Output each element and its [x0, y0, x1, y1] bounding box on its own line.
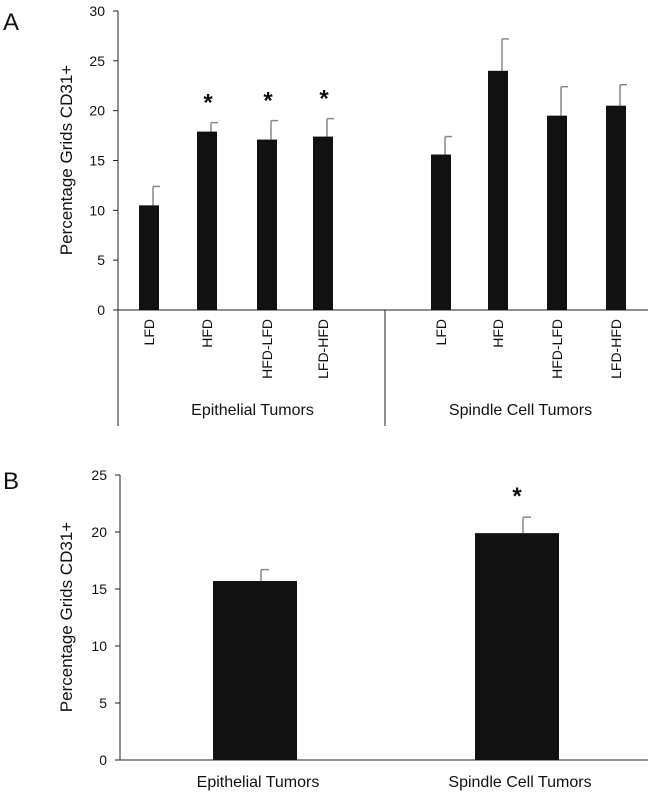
panel-b-y-tick-label: 10	[91, 638, 107, 654]
panel-a-category-label: HFD-LFD	[259, 319, 275, 379]
panel-a-y-axis-label: Percentage Grids CD31+	[57, 65, 76, 255]
panel-a-significance-marker: *	[319, 86, 329, 113]
panel-a-y-tick-label: 0	[97, 302, 105, 318]
panel-b-y-tick-label: 25	[91, 467, 107, 483]
panel-a-bar	[313, 136, 333, 310]
panel-a-group-label: Epithelial Tumors	[191, 402, 314, 419]
panel-a-bar	[257, 139, 277, 310]
panel-a-y-tick-label: 5	[97, 252, 105, 268]
panel-a-chart: A Percentage Grids CD31+ 0 5 10 15 20 25 30 LFD…	[3, 3, 648, 426]
panel-a-y-tick-label: 25	[89, 53, 105, 69]
panel-a-significance-marker: *	[203, 90, 213, 117]
panel-a-significance-marker: *	[263, 88, 273, 115]
panel-b-y-axis-label: Percentage Grids CD31+	[57, 522, 76, 712]
panel-b-letter: B	[3, 468, 19, 495]
panel-a-bar	[606, 105, 626, 310]
panel-a-y-tick-label: 20	[89, 103, 105, 119]
panel-b-category-label: Spindle Cell Tumors	[448, 774, 591, 791]
panel-a-bar	[488, 70, 508, 310]
panel-a-category-label: LFD-HFD	[315, 319, 331, 379]
panel-a-category-label: HFD	[199, 319, 215, 348]
panel-a-letter: A	[3, 9, 19, 36]
panel-a-group-label: Spindle Cell Tumors	[449, 402, 592, 419]
panel-a-y-tick-label: 30	[89, 3, 105, 19]
panel-b-y-tick-label: 0	[99, 752, 107, 768]
panel-a-y-tick-label: 15	[89, 153, 105, 169]
panel-a-bar	[547, 115, 567, 311]
panel-b-category-label: Epithelial Tumors	[197, 774, 320, 791]
panel-a-category-label: LFD	[433, 319, 449, 345]
panel-a-bar	[431, 154, 451, 310]
panel-a-bar	[139, 205, 159, 310]
panel-a-y-tick-label: 10	[89, 202, 105, 218]
panel-a-category-label: LFD	[141, 319, 157, 345]
panel-a-bar	[197, 131, 217, 310]
panel-b-y-tick-label: 5	[99, 695, 107, 711]
panel-b-bar	[475, 533, 559, 760]
panel-b-y-tick-label: 20	[91, 524, 107, 540]
panel-b-significance-marker: *	[512, 483, 522, 510]
panel-b-bar	[213, 581, 297, 760]
panel-b-chart: B Percentage Grids CD31+ 0 5 10 15 20 25 Epith…	[3, 467, 648, 791]
panel-b-y-tick-label: 15	[91, 581, 107, 597]
panel-a-category-label: HFD	[490, 319, 506, 348]
panel-a-category-label: HFD-LFD	[549, 319, 565, 379]
panel-a-category-label: LFD-HFD	[608, 319, 624, 379]
